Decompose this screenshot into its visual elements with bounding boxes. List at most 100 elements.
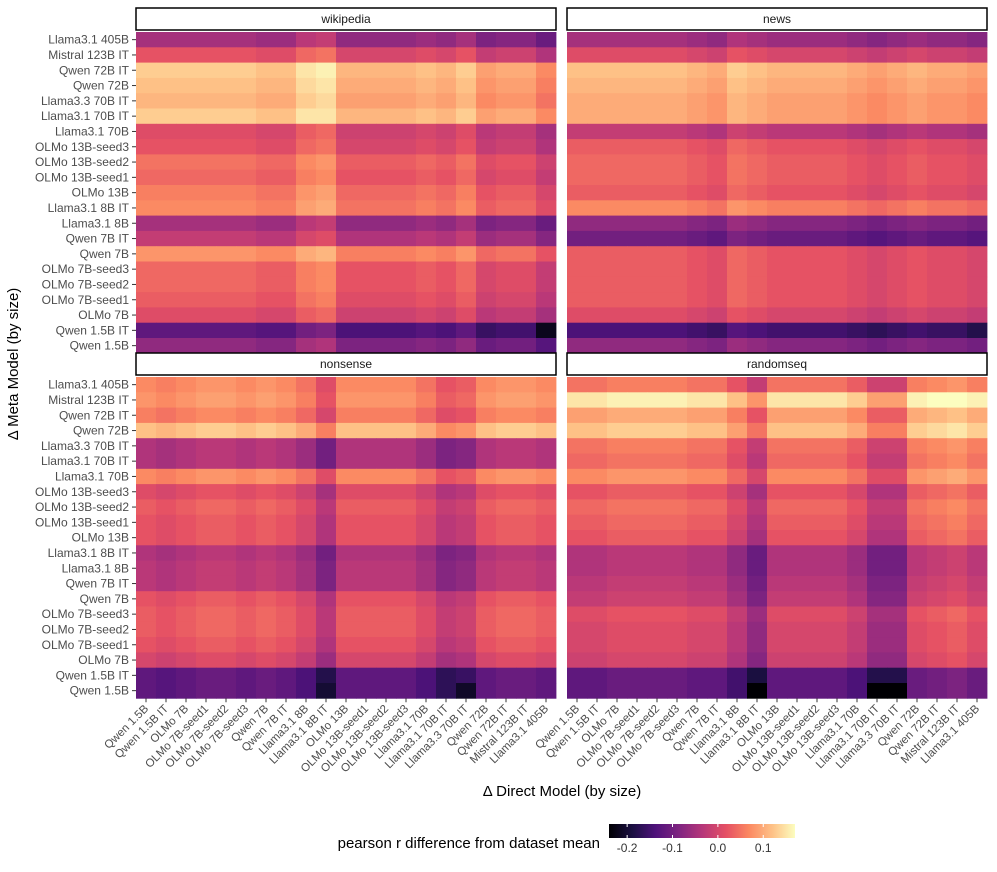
heatmap-cell — [476, 93, 497, 109]
heatmap-cell — [496, 407, 517, 424]
heatmap-cell — [496, 484, 517, 500]
heatmap-cell — [516, 667, 537, 684]
heatmap-cell — [927, 499, 948, 516]
heatmap-cell — [947, 154, 968, 171]
heatmap-cell — [787, 453, 808, 470]
heatmap-cell — [747, 185, 768, 201]
heatmap-cell — [456, 276, 477, 293]
heatmap-cell — [336, 652, 357, 669]
heatmap-cell — [316, 575, 337, 592]
heatmap-cell — [196, 307, 217, 324]
heatmap-cell — [476, 530, 497, 546]
heatmap-cell — [416, 62, 437, 79]
heatmap-cell — [647, 32, 668, 48]
y-tick-label: Qwen 1.5B — [70, 684, 129, 698]
heatmap-cell — [847, 246, 868, 262]
heatmap-cell — [276, 123, 297, 140]
heatmap-cell — [607, 276, 628, 293]
heatmap-cell — [236, 407, 257, 424]
heatmap-cell — [967, 47, 988, 63]
heatmap-cell — [196, 514, 217, 531]
heatmap-cell — [236, 292, 257, 308]
heatmap-cell — [376, 530, 397, 546]
heatmap-cell — [536, 230, 557, 247]
heatmap-cell — [256, 667, 277, 684]
heatmap-cell — [356, 261, 377, 278]
heatmap-cell — [827, 169, 848, 186]
heatmap-cell — [336, 530, 357, 546]
heatmap-cell — [827, 667, 848, 684]
heatmap-cell — [296, 169, 317, 186]
heatmap-cell — [767, 667, 788, 684]
y-tick-label: Qwen 72B IT — [59, 408, 130, 422]
heatmap-cell — [476, 438, 497, 454]
heatmap-cell — [396, 392, 417, 408]
heatmap-cell — [296, 484, 317, 500]
heatmap-cell — [667, 123, 688, 140]
heatmap-cell — [156, 392, 177, 408]
heatmap-cell — [456, 215, 477, 232]
heatmap-cell — [687, 652, 708, 669]
heatmap-cell — [216, 377, 237, 393]
heatmap-cell — [456, 62, 477, 79]
heatmap-cell — [356, 560, 377, 577]
heatmap-cell — [156, 545, 177, 561]
x-axis-title: Δ Direct Model (by size) — [483, 783, 641, 800]
heatmap-cell — [476, 292, 497, 308]
heatmap-cell — [456, 392, 477, 408]
heatmap-cell — [376, 108, 397, 125]
heatmap-cell — [536, 407, 557, 424]
heatmap-cell — [887, 514, 908, 531]
y-tick-label: OLMo 7B-seed1 — [42, 293, 130, 307]
heatmap-cell — [787, 392, 808, 408]
heatmap-cell — [416, 77, 437, 94]
heatmap-cell — [316, 276, 337, 293]
heatmap-cell — [196, 438, 217, 454]
heatmap-cell — [136, 667, 157, 684]
heatmap-cell — [416, 484, 437, 500]
heatmap-cell — [827, 499, 848, 516]
heatmap-cell — [176, 591, 197, 607]
heatmap-cell — [496, 575, 517, 592]
heatmap-cell — [216, 230, 237, 247]
heatmap-cell — [496, 123, 517, 140]
heatmap-cell — [847, 77, 868, 94]
heatmap-cell — [376, 169, 397, 186]
heatmap-cell — [516, 422, 537, 439]
heatmap-cell — [496, 422, 517, 439]
heatmap-cell — [136, 169, 157, 186]
heatmap-cell — [256, 322, 277, 339]
heatmap-cell — [216, 621, 237, 638]
heatmap-cell — [627, 292, 648, 308]
heatmap-cell — [587, 123, 608, 140]
legend-tick-label: -0.1 — [662, 841, 683, 855]
heatmap-cell — [767, 200, 788, 216]
heatmap-cell — [496, 338, 517, 354]
heatmap-cell — [256, 560, 277, 577]
heatmap-cell — [587, 422, 608, 439]
heatmap-cell — [196, 123, 217, 140]
heatmap-cell — [567, 392, 588, 408]
heatmap-cell — [927, 276, 948, 293]
heatmap-cell — [416, 422, 437, 439]
heatmap-cell — [316, 62, 337, 79]
heatmap-cell — [707, 514, 728, 531]
heatmap-cell — [156, 246, 177, 262]
heatmap-cell — [727, 377, 748, 393]
heatmap-cell — [356, 683, 377, 699]
heatmap-cell — [496, 185, 517, 201]
heatmap-cell — [276, 169, 297, 186]
heatmap-cell — [607, 530, 628, 546]
heatmap-cell — [296, 667, 317, 684]
heatmap-cell — [707, 484, 728, 500]
heatmap-cell — [907, 246, 928, 262]
heatmap-cell — [707, 575, 728, 592]
heatmap-cell — [336, 322, 357, 339]
heatmap-cell — [416, 652, 437, 669]
heatmap-cell — [967, 683, 988, 699]
heatmap-cell — [967, 438, 988, 454]
heatmap-cell — [627, 276, 648, 293]
heatmap-cell — [216, 185, 237, 201]
heatmap-cell — [767, 32, 788, 48]
heatmap-cell — [316, 77, 337, 94]
